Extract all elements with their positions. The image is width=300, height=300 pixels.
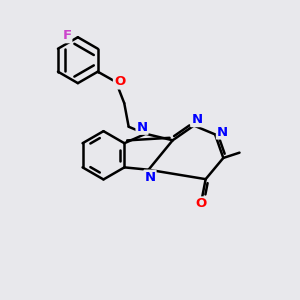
Text: N: N [136, 121, 148, 134]
Text: N: N [144, 171, 156, 184]
Text: F: F [62, 29, 71, 42]
Text: N: N [217, 125, 228, 139]
Text: O: O [114, 76, 125, 88]
Text: O: O [195, 197, 206, 210]
Text: N: N [191, 113, 203, 126]
